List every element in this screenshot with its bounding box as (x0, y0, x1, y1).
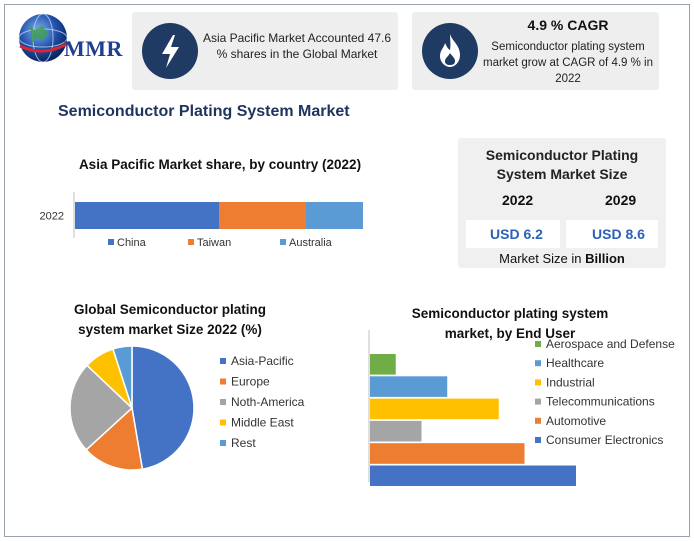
logo-text: MMR (64, 36, 123, 61)
end-user-legend-swatch (535, 379, 541, 386)
pie-legend-swatch (220, 378, 226, 385)
end-user-legend-label: Consumer Electronics (546, 433, 663, 447)
pie-chart-title: Global Semiconductor plating system mark… (50, 300, 290, 340)
end-user-legend-swatch (535, 360, 541, 367)
end-user-title-line1: Semiconductor plating system (411, 306, 609, 321)
end-user-bar-telecommunications (370, 420, 422, 442)
end-user-bar-consumer-electronics (370, 465, 576, 486)
end-user-chart-title: Semiconductor plating system market, by … (400, 304, 620, 344)
pie-legend-label: Asia-Pacific (231, 354, 294, 368)
legend-swatch-taiwan (188, 239, 194, 245)
end-user-title-line2: market, by End User (444, 326, 576, 341)
pie-title-line1: Global Semiconductor plating (73, 302, 266, 317)
market-size-card: Semiconductor Plating System Market Size… (458, 138, 666, 268)
legend-label-taiwan: Taiwan (197, 237, 231, 249)
market-size-title: Semiconductor Plating System Market Size (458, 146, 666, 184)
legend-swatch-china (108, 239, 114, 245)
stacked-bar-china (75, 202, 219, 229)
stacked-chart-title: Asia Pacific Market share, by country (2… (78, 157, 362, 172)
pie-slice-asia-pacific (131, 345, 195, 470)
end-user-bar-automotive (370, 443, 525, 464)
end-user-legend-label: Automotive (546, 414, 606, 428)
pie-legend-label: Rest (231, 436, 256, 450)
pie-slice-rest (112, 345, 133, 409)
pie-legend-label: Europe (231, 375, 270, 389)
pie-legend-swatch (220, 440, 226, 446)
pie-slice-noth-america (69, 364, 134, 451)
end-user-legend-label: Telecommunications (546, 395, 655, 409)
flame-icon (422, 23, 478, 79)
cagr-card: 4.9 % CAGR Semiconductor plating system … (412, 12, 659, 90)
year-2022-label: 2022 (502, 192, 534, 208)
end-user-legend-swatch (535, 417, 541, 424)
end-user-legend-label: Healthcare (546, 356, 604, 370)
pie-legend-label: Noth-America (231, 395, 305, 409)
end-user-bar-chart: Aerospace and Defense Healthcare Industria… (368, 330, 675, 486)
page-title: Semiconductor Plating System Market (58, 103, 350, 120)
globe-icon (18, 13, 71, 63)
infographic-frame (4, 4, 690, 537)
mmr-logo: MMR (14, 12, 132, 64)
market-size-footer: Market Size in Billion (458, 251, 666, 266)
end-user-legend-swatch (535, 398, 541, 405)
pie-legend-swatch (220, 399, 226, 405)
end-user-legend-swatch (535, 437, 541, 443)
footer-prefix: Market Size in (499, 251, 586, 266)
legend-swatch-australia (280, 239, 286, 245)
lightning-icon (142, 23, 198, 79)
end-user-bar-industrial (370, 398, 499, 420)
market-size-title-line1: Semiconductor Plating (485, 147, 639, 163)
cagr-title: 4.9 % CAGR (527, 17, 609, 33)
asia-pacific-share-card: Asia Pacific Market Accounted 47.6 % sha… (132, 12, 398, 90)
stacked-category-label: 2022 (40, 211, 64, 223)
end-user-bar-healthcare (370, 376, 448, 397)
value-2022: USD 6.2 (490, 226, 543, 242)
value-2029: USD 8.6 (592, 226, 645, 242)
stacked-bar-chart: 2022 China Taiwan Australia (40, 192, 363, 249)
pie-legend-label: Middle East (231, 416, 294, 430)
pie-chart: Asia-Pacific Europe Noth-America Middle Eas… (69, 345, 305, 471)
value-2029-box (566, 220, 658, 248)
stacked-bar-australia (305, 202, 363, 229)
cagr-text: Semiconductor plating system market grow… (482, 41, 653, 85)
value-2022-box (466, 220, 560, 248)
end-user-legend-swatch (535, 341, 541, 347)
pie-legend-swatch (220, 358, 226, 364)
footer-unit: Billion (585, 251, 625, 266)
pie-legend-swatch (220, 419, 226, 426)
pie-title-line2: system market Size 2022 (%) (78, 322, 262, 337)
legend-label-china: China (117, 237, 147, 249)
end-user-bar-aerospace-and-defense (370, 354, 396, 375)
asia-pacific-share-text: Asia Pacific Market Accounted 47.6 % sha… (202, 31, 392, 61)
legend-label-australia: Australia (289, 237, 333, 249)
stacked-bar-taiwan (219, 202, 306, 229)
pie-slice-europe (85, 406, 144, 471)
end-user-legend-label: Industrial (546, 375, 595, 389)
year-2029-label: 2029 (605, 192, 637, 208)
end-user-legend-label: Aerospace and Defense (546, 337, 675, 351)
market-size-title-line2: System Market Size (496, 166, 628, 182)
